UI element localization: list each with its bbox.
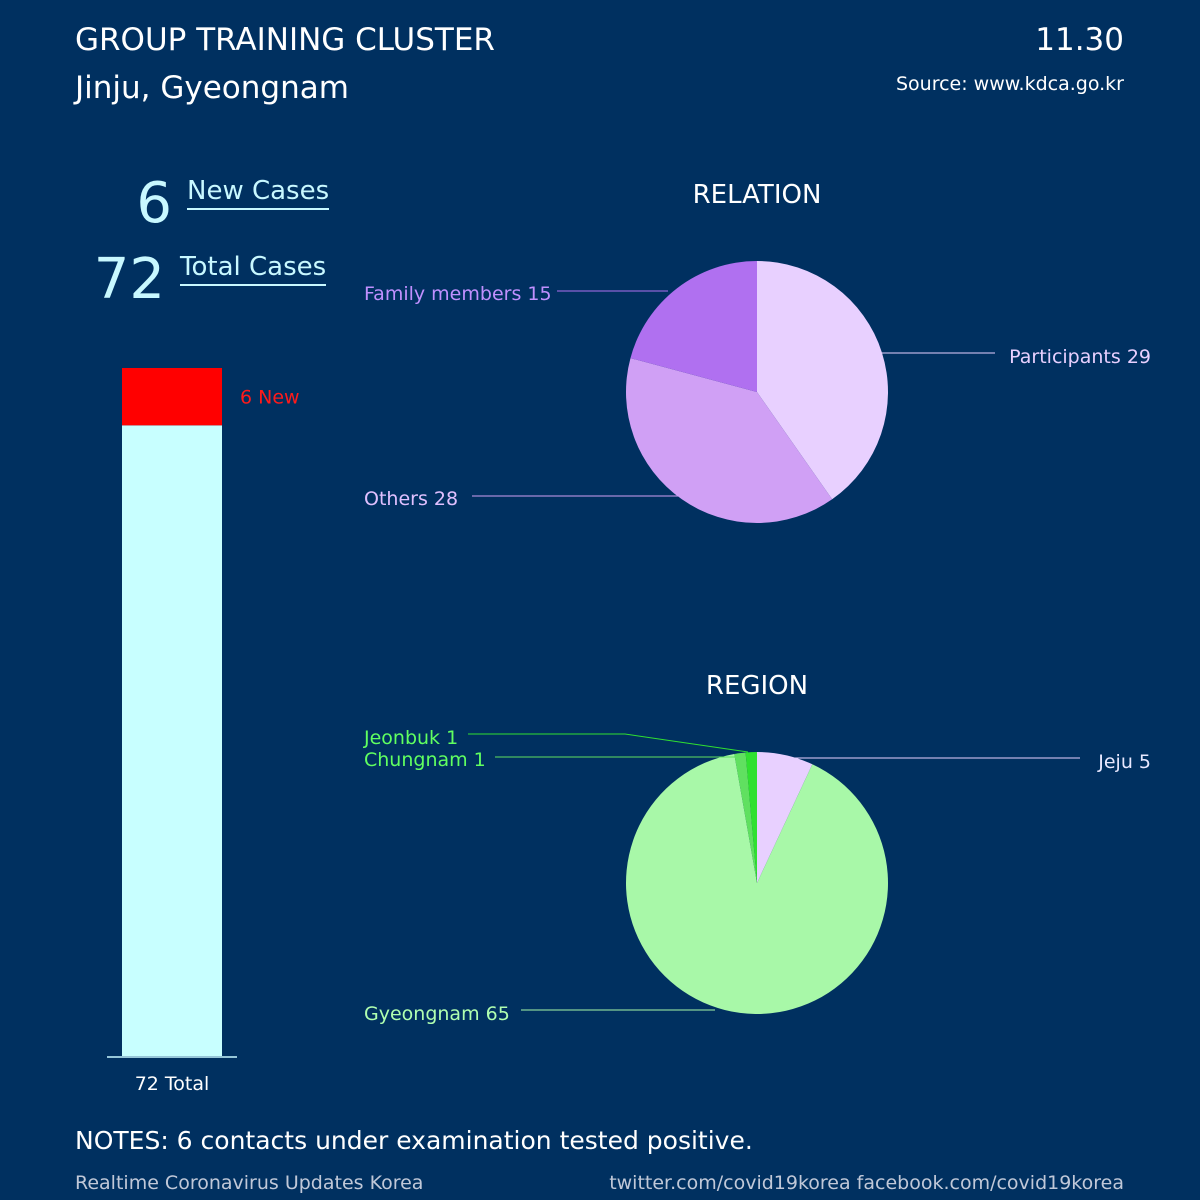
relation-pie-label-family-members-15: Family members 15	[364, 283, 552, 305]
footer-social-links: twitter.com/covid19korea facebook.com/co…	[609, 1172, 1124, 1194]
source-link: Source: www.kdca.go.kr	[895, 73, 1124, 95]
region-pie-slice-jeju-5	[757, 752, 813, 883]
relation-pie-slice-family-members-15	[630, 261, 757, 392]
region-pie-slice-gyeongnam-65	[625, 753, 888, 1014]
relation-pie-title: RELATION	[693, 180, 822, 210]
page-subtitle: Jinju, Gyeongnam	[75, 70, 349, 106]
region-pie-label-chungnam-1: Chungnam 1	[364, 749, 486, 771]
region-pie-label-jeonbuk-1: Jeonbuk 1	[363, 727, 458, 749]
bar-label-new: 6 New	[240, 387, 300, 409]
total-cases-label: Total Cases	[180, 253, 327, 286]
total-cases-value: 72	[93, 247, 165, 312]
region-pie-label-gyeongnam-65: Gyeongnam 65	[364, 1003, 510, 1025]
page-title: GROUP TRAINING CLUSTER	[75, 22, 495, 58]
new-cases-label: New Cases	[187, 177, 330, 210]
relation-pie-slice-participants-29	[757, 261, 889, 500]
new-cases-value: 6	[136, 171, 172, 236]
relation-pie-label-others-28: Others 28	[364, 488, 458, 510]
bar-segment-existing	[122, 425, 222, 1056]
bar-segment-new	[122, 368, 222, 426]
region-pie-slice-chungnam-1	[734, 752, 757, 883]
relation-pie-label-participants-29: Participants 29	[1009, 346, 1151, 368]
notes-text: NOTES: 6 contacts under examination test…	[75, 1126, 753, 1155]
region-pie-leader-jeonbuk-1	[468, 733, 749, 753]
footer-credit: Realtime Coronavirus Updates Korea	[75, 1172, 424, 1194]
date-label: 11.30	[1035, 22, 1124, 58]
bar-label-total: 72 Total	[135, 1073, 210, 1095]
region-pie-label-jeju-5: Jeju 5	[1097, 751, 1151, 773]
region-pie-slice-jeonbuk-1	[745, 752, 757, 883]
relation-pie-slice-others-28	[626, 358, 833, 523]
region-pie-title: REGION	[706, 671, 808, 701]
